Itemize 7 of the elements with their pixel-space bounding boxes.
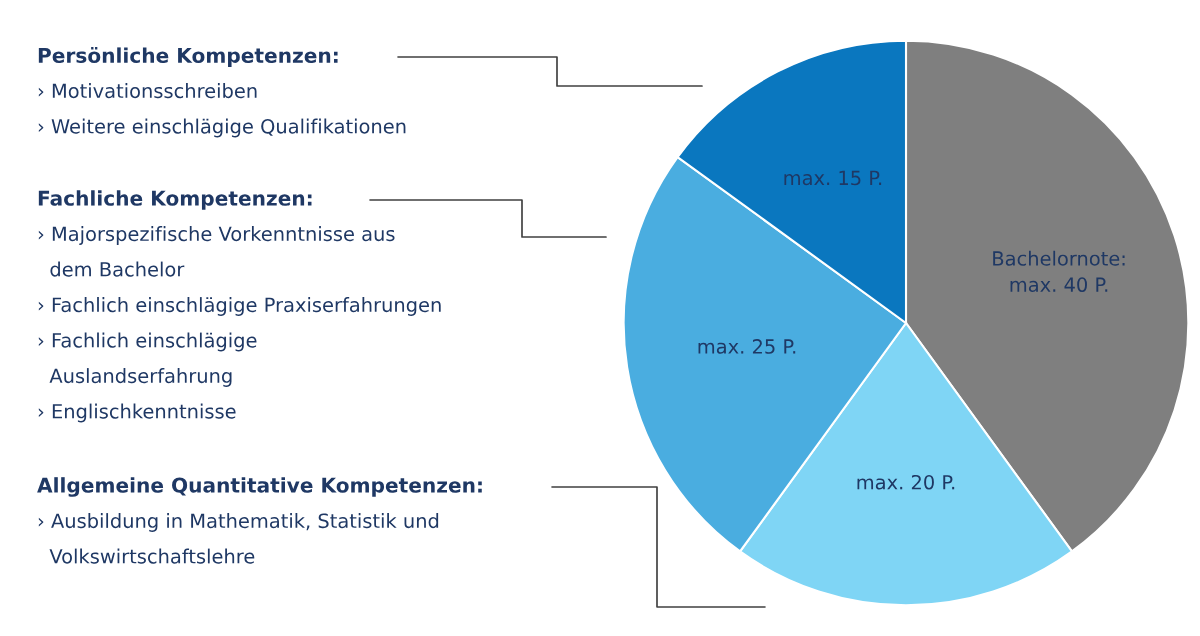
text: Fachliche Kompetenzen: › Majorspezifische Vorkenntnisse aus dem Bachelor › Fachlich einschlägige Praxiserfahrungen › Fachlich einschlägige Auslandserfahrung › Englischkenntnisse bbox=[38, 190, 441, 423]
text: Persönliche Kompetenzen: › Motivationsschreiben › Weitere einschlägige Qualifikationen bbox=[38, 47, 406, 138]
slice-label: max. 15 P. bbox=[784, 170, 882, 186]
slice-label: Bachelornote: max. 40 P. bbox=[993, 250, 1125, 293]
text: Allgemeine Quantitative Kompetenzen: › Ausbildung in Mathematik, Statistik und Volkswirtschaftslehre bbox=[37, 477, 482, 564]
slice-label: max. 20 P. bbox=[857, 474, 955, 490]
slice-label: max. 25 P. bbox=[698, 339, 796, 354]
